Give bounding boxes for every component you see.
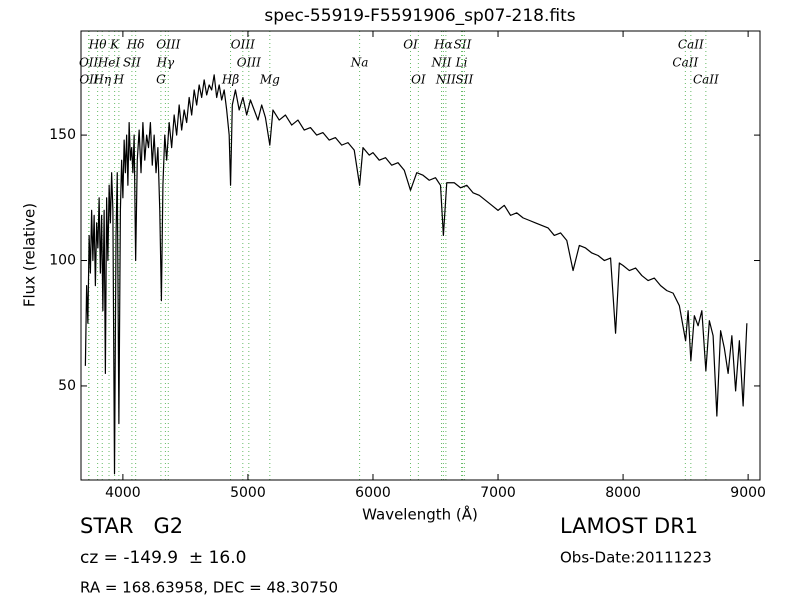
y-axis-label: Flux (relative) [21, 203, 39, 307]
spectral-line-label: CaII [678, 38, 704, 52]
spectral-line-label: G [156, 73, 166, 87]
spectral-line-label: OI [403, 38, 418, 52]
survey: LAMOST DR1 [560, 514, 698, 538]
spectral-line-label: Hη [92, 73, 111, 87]
x-axis-label: Wavelength (Å) [362, 505, 478, 524]
x-tick-label: 7000 [480, 485, 516, 501]
x-tick-label: 8000 [605, 485, 641, 501]
spectral-line-label: OII [79, 73, 99, 87]
spectral-line-label: Na [350, 56, 369, 70]
spectral-line-label: OI [411, 73, 426, 87]
spectral-line-label: SII [456, 73, 474, 87]
spectral-line-label: SII [454, 38, 472, 52]
spectral-line-label: NII [431, 56, 452, 70]
spectral-line-label: OIII [231, 38, 255, 52]
chart-title: spec-55919-F5591906_sp07-218.fits [264, 6, 575, 26]
spectral-line-label: HeI [97, 56, 121, 70]
spectral-line-label: Hα [433, 38, 453, 52]
spectral-line-label: Mg [259, 73, 280, 87]
spectral-line-label: OIII [237, 56, 261, 70]
y-tick-label: 100 [49, 253, 76, 269]
spectrum [84, 74, 748, 475]
x-tick-label: 6000 [355, 485, 391, 501]
spectral-line-label: NII [435, 73, 456, 87]
spectral-line-label: OIII [156, 38, 180, 52]
spectral-line-label: CaII [672, 56, 698, 70]
spectral-line-label: H [113, 73, 125, 87]
spectral-line-label: Hθ [88, 38, 107, 52]
spectral-line-label: OII [79, 56, 99, 70]
object-class: STAR G2 [80, 514, 183, 538]
spectral-line-label: CaII [693, 73, 719, 87]
spectral-line-label: Hβ [221, 73, 239, 87]
obs-date: Obs-Date:20111223 [560, 549, 712, 567]
spectral-line-label: Li [455, 56, 468, 70]
x-tick-label: 4000 [105, 485, 141, 501]
redshift: cz = -149.9 ± 16.0 [80, 548, 246, 568]
x-tick-label: 9000 [730, 485, 766, 501]
plot-frame [80, 30, 761, 481]
spectral-line-label: K [109, 38, 120, 52]
spectral-line-label: Hγ [156, 56, 175, 70]
y-tick-label: 50 [58, 378, 76, 394]
coordinates: RA = 168.63958, DEC = 48.30750 [80, 579, 338, 597]
y-tick-label: 150 [49, 127, 76, 143]
spectral-line-label: SII [123, 56, 141, 70]
spectral-line-label: Hδ [126, 38, 145, 52]
x-tick-label: 5000 [230, 485, 266, 501]
